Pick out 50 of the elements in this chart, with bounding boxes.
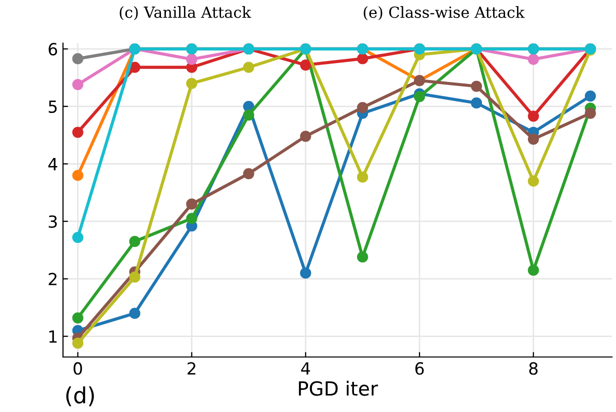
point (357, 251, 368, 263)
point (243, 168, 254, 180)
point (470, 80, 482, 92)
point (72, 170, 84, 181)
point (300, 268, 312, 279)
point (243, 109, 254, 121)
x-axis-title: PGD iter (298, 380, 378, 396)
point (186, 198, 198, 210)
y-tick-label: 4 (48, 158, 58, 170)
point (72, 79, 84, 90)
x-tick-label: 2 (188, 362, 196, 375)
point (186, 212, 198, 224)
point (357, 172, 368, 183)
point (186, 54, 198, 65)
point (243, 62, 254, 73)
point (300, 59, 312, 71)
point (528, 134, 539, 145)
y-tick-label: 5 (48, 100, 57, 113)
point (129, 308, 140, 319)
point (414, 91, 426, 102)
text: (d) (66, 386, 94, 406)
point (72, 338, 84, 349)
point (129, 272, 140, 283)
point (186, 78, 198, 89)
point (357, 102, 368, 114)
point (357, 53, 368, 64)
y-tick-label: 6 (48, 42, 58, 56)
point (470, 97, 482, 109)
point (72, 232, 84, 243)
point (528, 110, 539, 122)
point (528, 176, 539, 187)
point (528, 264, 539, 276)
point (528, 54, 539, 65)
x-tick-label: 0 (74, 362, 82, 375)
x-tick-label: 8 (529, 362, 538, 375)
text: (c) Vanilla Attack (120, 6, 252, 20)
y-tick-label: 2 (48, 272, 56, 286)
point (584, 90, 596, 102)
point (129, 62, 140, 73)
point (72, 53, 84, 64)
x-tick-label: 6 (415, 362, 424, 375)
point (72, 312, 84, 324)
point (129, 236, 140, 248)
y-tick-label: 3 (48, 215, 57, 228)
point (300, 130, 312, 142)
x-tick-label: 4 (301, 362, 310, 375)
y-tick-label: 1 (49, 330, 57, 343)
point (584, 108, 596, 119)
point (72, 126, 84, 138)
text: (e) Class-wise Attack (364, 6, 525, 20)
